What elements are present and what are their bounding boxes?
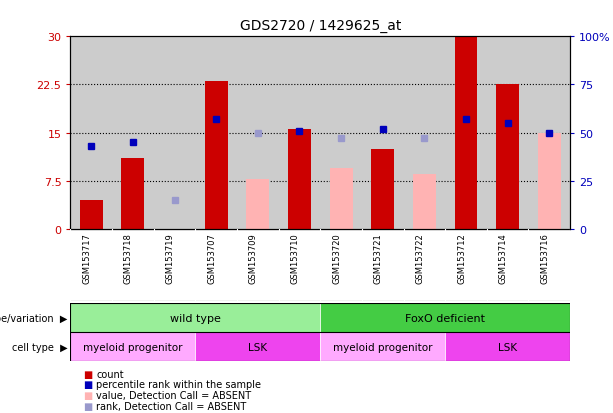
Text: FoxO deficient: FoxO deficient	[405, 313, 485, 323]
Bar	[413, 175, 436, 229]
Text: myeloid progenitor: myeloid progenitor	[333, 342, 433, 352]
Bar	[496, 85, 519, 229]
Bar	[445, 332, 570, 361]
Text: rank, Detection Call = ABSENT: rank, Detection Call = ABSENT	[96, 401, 246, 411]
Text: GSM153714: GSM153714	[498, 233, 508, 283]
Text: LSK: LSK	[498, 342, 517, 352]
Text: ■: ■	[83, 369, 92, 379]
Text: GSM153710: GSM153710	[291, 233, 300, 283]
Text: LSK: LSK	[248, 342, 267, 352]
Text: wild type: wild type	[170, 313, 221, 323]
Text: myeloid progenitor: myeloid progenitor	[83, 342, 183, 352]
Bar	[455, 37, 478, 229]
Bar	[205, 82, 227, 229]
Text: ■: ■	[83, 380, 92, 389]
Bar	[321, 304, 570, 332]
Bar	[538, 133, 561, 229]
Text: GSM153717: GSM153717	[82, 233, 91, 284]
Bar	[371, 149, 394, 229]
Text: GSM153722: GSM153722	[416, 233, 424, 283]
Text: GSM153720: GSM153720	[332, 233, 341, 283]
Bar	[288, 130, 311, 229]
Bar	[196, 332, 321, 361]
Bar	[80, 200, 103, 229]
Bar	[321, 332, 445, 361]
Bar	[330, 169, 352, 229]
Text: value, Detection Call = ABSENT: value, Detection Call = ABSENT	[96, 390, 251, 400]
Title: GDS2720 / 1429625_at: GDS2720 / 1429625_at	[240, 19, 401, 33]
Bar	[121, 159, 145, 229]
Text: percentile rank within the sample: percentile rank within the sample	[96, 380, 261, 389]
Text: cell type  ▶: cell type ▶	[12, 342, 67, 352]
Text: GSM153709: GSM153709	[249, 233, 258, 283]
Text: GSM153721: GSM153721	[374, 233, 383, 283]
Text: GSM153719: GSM153719	[166, 233, 175, 283]
Text: GSM153712: GSM153712	[457, 233, 466, 283]
Bar	[70, 304, 321, 332]
Bar	[70, 332, 196, 361]
Text: ■: ■	[83, 401, 92, 411]
Text: genotype/variation  ▶: genotype/variation ▶	[0, 313, 67, 323]
Text: GSM153718: GSM153718	[124, 233, 133, 284]
Text: GSM153707: GSM153707	[207, 233, 216, 284]
Bar	[246, 179, 269, 229]
Text: ■: ■	[83, 390, 92, 400]
Text: GSM153716: GSM153716	[540, 233, 549, 284]
Text: count: count	[96, 369, 124, 379]
